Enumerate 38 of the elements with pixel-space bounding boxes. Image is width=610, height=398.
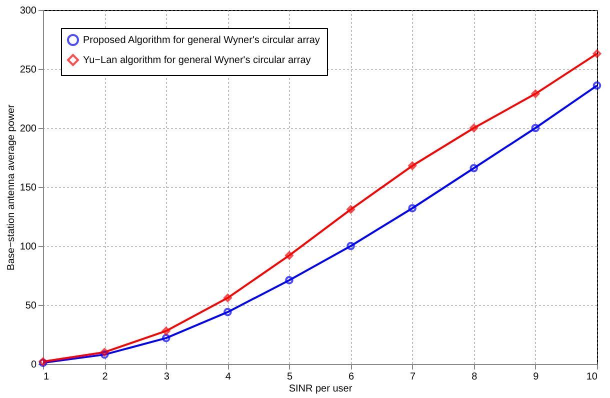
x-tick-label: 10 xyxy=(586,372,598,382)
y-tick-label: 0 xyxy=(30,360,37,370)
y-axis-title: Base−station antenna average power xyxy=(6,104,17,270)
point xyxy=(592,50,602,58)
y-tick-label: 250 xyxy=(20,64,37,76)
point xyxy=(470,124,478,132)
point xyxy=(162,326,170,336)
point xyxy=(470,164,478,172)
y-tick-label: 300 xyxy=(20,6,37,16)
point xyxy=(408,162,416,170)
y-tick-label: 150 xyxy=(20,182,37,194)
x-axis-title: SINR per user xyxy=(288,384,353,394)
y-tick-label: 200 xyxy=(20,124,37,134)
point xyxy=(162,334,170,342)
x-tick-label: 4 xyxy=(225,372,232,382)
point xyxy=(224,308,232,316)
point xyxy=(224,294,232,302)
legend-label: Yu−Lan algorithm for general Wyner's circular array xyxy=(83,55,311,66)
x-tick-label: 3 xyxy=(164,372,170,382)
x-tick-label: 5 xyxy=(286,372,293,382)
x-tick-label: 9 xyxy=(533,372,540,382)
point xyxy=(531,124,540,132)
point xyxy=(408,204,416,212)
point xyxy=(100,350,109,359)
legend-label: Proposed Algorithm for general Wyner's circular array xyxy=(83,35,320,46)
x-tick-label: 7 xyxy=(410,372,416,382)
point xyxy=(285,251,294,260)
point xyxy=(285,276,294,284)
x-tick-label: 6 xyxy=(348,372,354,382)
y-tick-label: 100 xyxy=(20,242,37,252)
x-tick-label: 8 xyxy=(472,372,478,382)
point xyxy=(346,205,355,214)
x-tick-label: 2 xyxy=(102,372,108,382)
point xyxy=(100,348,109,356)
point xyxy=(346,242,355,250)
y-tick-label: 50 xyxy=(25,300,37,312)
x-tick-label: 1 xyxy=(44,372,50,382)
point xyxy=(531,90,540,98)
